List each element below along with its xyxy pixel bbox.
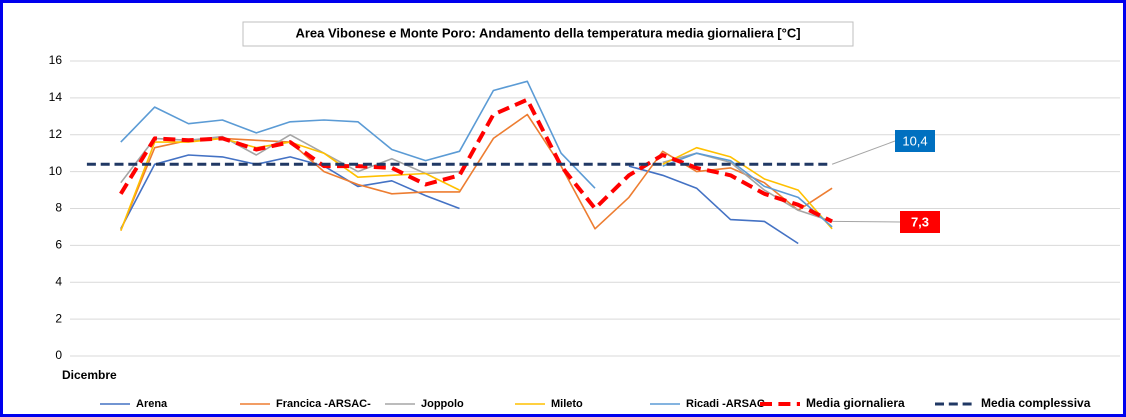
y-tick-label: 10 — [49, 164, 63, 178]
chart-title: Area Vibonese e Monte Poro: Andamento de… — [295, 25, 800, 40]
series-line — [120, 154, 799, 245]
legend-label: Francica -ARSAC- — [276, 398, 371, 410]
callout-box — [895, 130, 935, 152]
y-tick-label: 8 — [55, 201, 62, 215]
y-tick-label: 16 — [49, 53, 63, 67]
legend-label: Ricadi -ARSAC- — [686, 398, 769, 410]
legend-label: Arena — [136, 398, 168, 410]
callout-leader — [832, 220, 901, 223]
x-tick-label: Dicembre — [62, 368, 117, 382]
callout-box — [900, 211, 940, 233]
legend-label: Mileto — [551, 398, 583, 410]
series-line — [119, 97, 833, 224]
legend-label: Media complessiva — [981, 396, 1091, 410]
y-tick-label: 12 — [49, 127, 63, 141]
series-line — [120, 137, 833, 231]
y-tick-label: 14 — [49, 90, 63, 104]
y-tick-label: 2 — [55, 311, 62, 325]
legend-label: Media giornaliera — [806, 396, 905, 410]
callout-label: 7,3 — [911, 214, 929, 229]
title-box — [242, 21, 854, 47]
callout-label: 10,4 — [902, 133, 927, 148]
y-tick-label: 4 — [55, 274, 62, 288]
y-tick-label: 6 — [55, 238, 62, 252]
legend-label: Joppolo — [421, 398, 464, 410]
y-tick-label: 0 — [55, 348, 62, 362]
series-line — [120, 80, 833, 228]
callout-leader — [831, 140, 896, 165]
